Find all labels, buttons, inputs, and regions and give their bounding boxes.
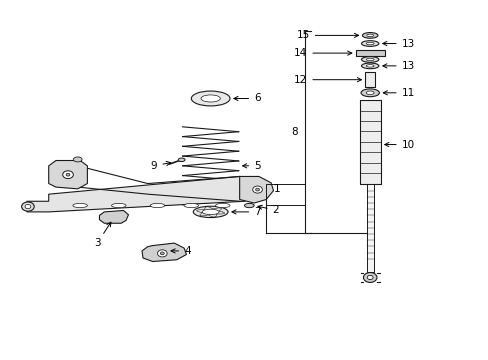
Polygon shape (99, 211, 128, 223)
Ellipse shape (150, 203, 164, 208)
Text: 9: 9 (150, 161, 170, 171)
Text: 13: 13 (382, 39, 414, 49)
Text: 6: 6 (233, 94, 260, 103)
Ellipse shape (366, 34, 373, 37)
Ellipse shape (366, 65, 373, 67)
Ellipse shape (360, 89, 379, 97)
Ellipse shape (178, 158, 184, 162)
Ellipse shape (366, 58, 373, 61)
Ellipse shape (191, 91, 229, 106)
Ellipse shape (215, 203, 229, 208)
Ellipse shape (361, 57, 378, 62)
Polygon shape (239, 176, 273, 203)
Ellipse shape (62, 171, 73, 179)
Ellipse shape (111, 203, 126, 208)
Ellipse shape (361, 63, 378, 69)
Polygon shape (27, 176, 259, 212)
Polygon shape (49, 161, 87, 189)
Ellipse shape (183, 203, 198, 208)
Ellipse shape (363, 273, 376, 283)
Text: 13: 13 (382, 61, 414, 71)
Ellipse shape (362, 32, 377, 38)
Text: 8: 8 (290, 127, 297, 137)
Ellipse shape (73, 157, 82, 162)
Ellipse shape (25, 204, 31, 209)
FancyBboxPatch shape (365, 72, 374, 87)
Ellipse shape (361, 41, 378, 46)
Text: 14: 14 (293, 48, 351, 58)
Ellipse shape (202, 209, 219, 215)
Text: 7: 7 (231, 207, 260, 217)
Ellipse shape (201, 95, 220, 102)
FancyBboxPatch shape (355, 50, 384, 56)
Text: 12: 12 (293, 75, 361, 85)
Ellipse shape (193, 206, 227, 217)
Polygon shape (142, 243, 186, 261)
Text: 4: 4 (171, 246, 190, 256)
Ellipse shape (244, 203, 254, 208)
Text: 1: 1 (273, 184, 280, 194)
Ellipse shape (366, 42, 373, 45)
Text: 11: 11 (383, 88, 414, 98)
Ellipse shape (66, 173, 70, 176)
Ellipse shape (366, 91, 373, 95)
Ellipse shape (255, 188, 259, 191)
Ellipse shape (73, 203, 87, 208)
Text: 2: 2 (258, 205, 279, 215)
FancyBboxPatch shape (359, 100, 380, 184)
Text: 15: 15 (296, 30, 358, 40)
Text: 5: 5 (242, 161, 260, 171)
Ellipse shape (252, 186, 262, 193)
Ellipse shape (21, 202, 34, 211)
Text: 10: 10 (384, 140, 414, 149)
Ellipse shape (160, 252, 164, 255)
Ellipse shape (157, 250, 167, 257)
FancyBboxPatch shape (366, 184, 373, 272)
Text: 3: 3 (94, 222, 111, 248)
Ellipse shape (366, 275, 372, 280)
